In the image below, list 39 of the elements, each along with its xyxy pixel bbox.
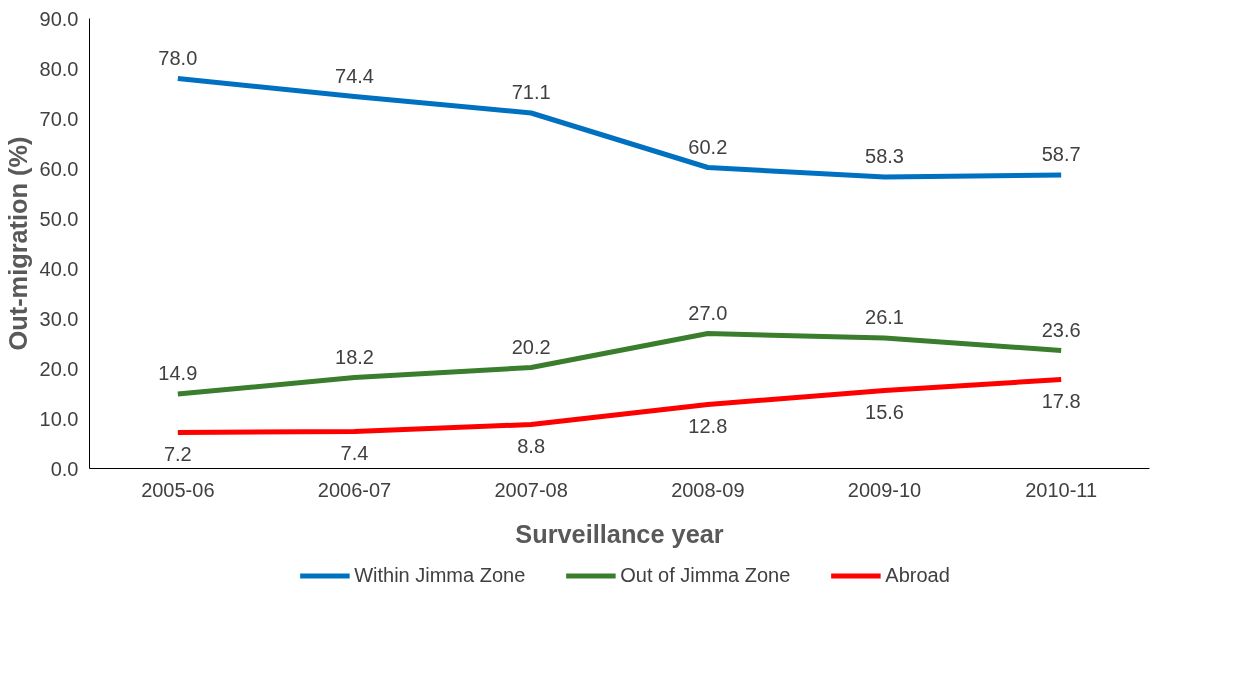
data-label: 58.7 xyxy=(1041,143,1081,165)
x-tick-label: 2007-08 xyxy=(494,478,568,501)
data-label: 78.0 xyxy=(158,46,198,69)
y-tick-label: 90.0 xyxy=(39,7,79,30)
data-label: 14.9 xyxy=(158,362,198,384)
x-tick-label: 2008-09 xyxy=(671,478,745,501)
y-tick-label: 0.0 xyxy=(50,457,79,480)
x-tick-label: 2010-11 xyxy=(1025,478,1098,501)
x-tick-label: 2009-10 xyxy=(847,478,922,501)
data-label: 71.1 xyxy=(511,81,551,103)
y-tick-label: 40.0 xyxy=(39,257,79,280)
y-tick-label: 30.0 xyxy=(39,307,79,330)
legend-label: Abroad xyxy=(885,563,950,587)
data-label: 58.3 xyxy=(865,145,904,167)
data-label: 17.8 xyxy=(1041,389,1081,412)
data-label: 15.6 xyxy=(865,400,904,423)
data-label: 26.1 xyxy=(865,306,904,328)
data-label: 12.8 xyxy=(688,414,728,437)
data-label: 23.6 xyxy=(1041,318,1081,341)
y-tick-label: 60.0 xyxy=(39,157,79,180)
data-label: 7.4 xyxy=(340,441,369,464)
y-tick-label: 80.0 xyxy=(39,57,79,80)
x-axis-title: Surveillance year xyxy=(515,519,724,548)
data-label: 27.0 xyxy=(688,301,728,324)
data-label: 20.2 xyxy=(511,335,551,358)
data-label: 8.8 xyxy=(517,434,546,457)
data-label: 74.4 xyxy=(335,64,374,87)
x-tick-label: 2005-06 xyxy=(141,478,215,501)
y-tick-label: 70.0 xyxy=(39,107,79,130)
y-tick-label: 50.0 xyxy=(39,207,79,230)
data-label: 60.2 xyxy=(688,135,728,158)
y-tick-label: 10.0 xyxy=(39,407,79,430)
y-tick-label: 20.0 xyxy=(39,357,79,380)
y-axis-title: Out-migration (%) xyxy=(3,136,32,351)
legend-label: Out of Jimma Zone xyxy=(620,563,791,587)
x-tick-label: 2006-07 xyxy=(317,478,392,501)
data-label: 18.2 xyxy=(335,345,374,368)
data-label: 7.2 xyxy=(163,442,192,465)
legend-label: Within Jimma Zone xyxy=(354,563,526,587)
